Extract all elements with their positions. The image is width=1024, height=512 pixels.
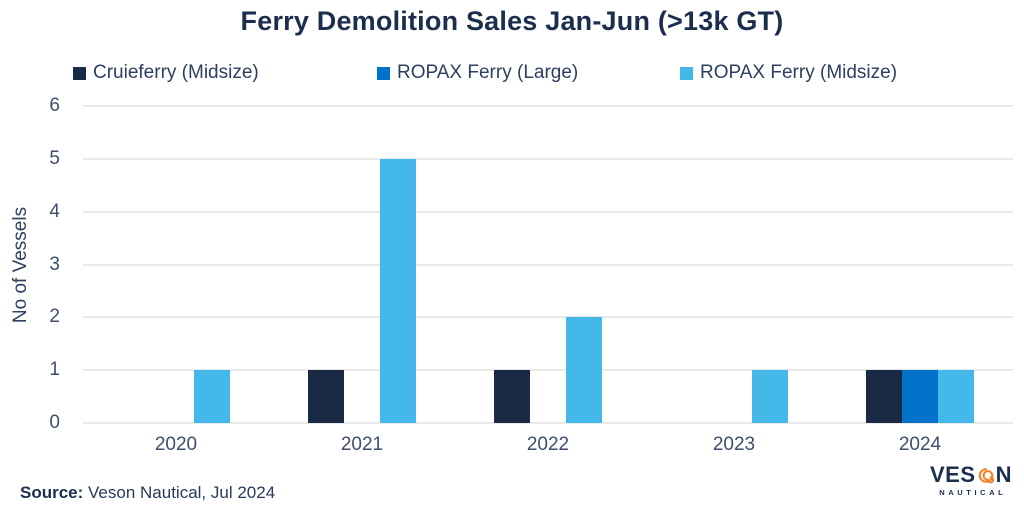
source-label: Source: (20, 483, 84, 502)
y-tick-label-1: 1 (49, 359, 60, 381)
gridline-y-2 (83, 316, 1013, 319)
logo-subtext: NAUTICAL (939, 488, 1007, 497)
bar-2021-cruieferry-midsize (308, 370, 344, 423)
x-tick-label-2024: 2024 (898, 434, 942, 455)
gridline-y-3 (83, 263, 1013, 266)
legend-swatch-icon (73, 66, 86, 80)
y-tick-label-2: 2 (49, 306, 60, 328)
gridline-y-6 (83, 105, 1013, 107)
y-tick-label-4: 4 (49, 200, 60, 222)
logo-text-right: N (995, 462, 1012, 487)
bar-2022-cruieferry-midsize (494, 370, 530, 423)
legend-label: Cruieferry (Midsize) (93, 62, 259, 83)
legend: Cruieferry (Midsize) ROPAX Ferry (Large) R… (0, 61, 1024, 87)
bar-2022-ropax-ferry-midsize (566, 317, 602, 423)
spiral-icon (978, 467, 994, 483)
legend-swatch-icon (377, 66, 390, 80)
y-tick-label-5: 5 (49, 147, 60, 169)
legend-item-ropax-ferry-large: ROPAX Ferry (Large) (377, 61, 578, 85)
bar-2023-ropax-ferry-midsize (752, 370, 788, 423)
chart-title: Ferry Demolition Sales Jan-Jun (>13k GT) (240, 6, 784, 36)
legend-item-ropax-ferry-midsize: ROPAX Ferry (Midsize) (680, 61, 897, 85)
gridline-y-5 (83, 157, 1013, 160)
y-axis-title: No of Vessels (10, 206, 31, 324)
x-tick-label-2022: 2022 (526, 434, 570, 455)
y-tick-label-6: 6 (49, 95, 60, 116)
bar-2024-ropax-ferry-large (902, 370, 938, 423)
bar-2021-ropax-ferry-midsize (380, 158, 416, 423)
x-tick-label-2023: 2023 (712, 434, 756, 455)
logo-text-left: VES (930, 462, 976, 487)
gridline-y-4 (83, 210, 1013, 213)
legend-swatch-icon (680, 66, 693, 80)
y-tick-label-0: 0 (49, 412, 60, 433)
gridline-y-1 (83, 369, 1013, 372)
x-tick-label-2021: 2021 (340, 434, 384, 455)
bar-2024-cruieferry-midsize (866, 370, 902, 423)
legend-label: ROPAX Ferry (Large) (397, 62, 579, 83)
veson-nautical-logo: VES N NAUTICAL (930, 464, 1012, 498)
bar-2020-ropax-ferry-midsize (194, 370, 230, 423)
source-note: Source: Veson Nautical, Jul 2024 (20, 483, 275, 503)
gridline-y-0 (83, 422, 1013, 424)
logo-wordmark: VES N (930, 464, 1012, 486)
legend-item-cruieferry-midsize: Cruieferry (Midsize) (73, 61, 259, 85)
y-tick-label-3: 3 (49, 253, 60, 275)
bar-2024-ropax-ferry-midsize (938, 370, 974, 423)
x-tick-label-2020: 2020 (154, 434, 198, 455)
legend-label: ROPAX Ferry (Midsize) (700, 62, 898, 83)
source-text: Veson Nautical, Jul 2024 (88, 483, 276, 502)
